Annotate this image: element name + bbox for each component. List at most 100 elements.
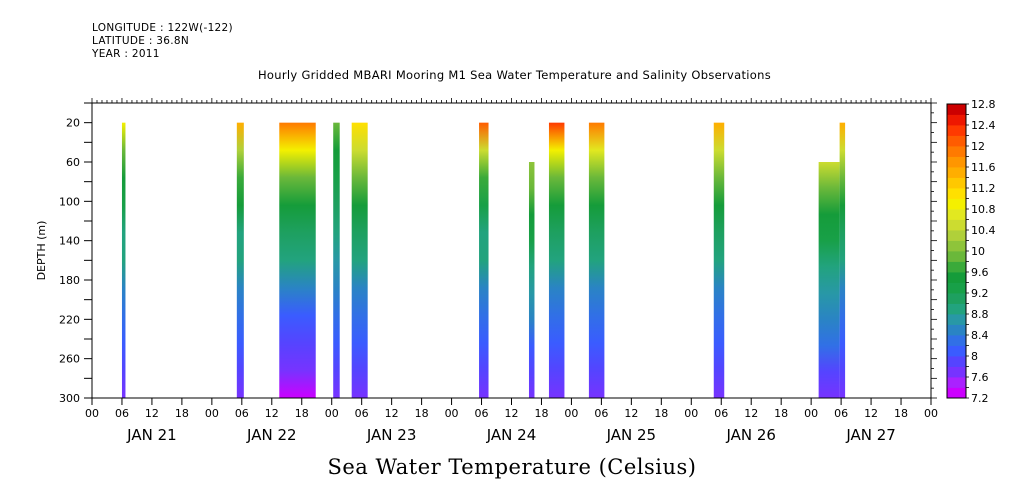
colorbar-label: 7.6 xyxy=(971,371,989,384)
colorbar-swatch xyxy=(947,366,966,378)
x-tick-label: 06 xyxy=(475,407,489,420)
colorbar-label: 12 xyxy=(971,140,985,153)
colorbar-label: 7.2 xyxy=(971,392,989,405)
y-tick-label: 300 xyxy=(59,392,80,405)
y-tick-label: 140 xyxy=(59,235,80,248)
colorbar-label: 10.8 xyxy=(971,203,996,216)
x-day-label: JAN 21 xyxy=(126,426,177,444)
profile-column xyxy=(333,122,340,399)
x-day-label: JAN 24 xyxy=(486,426,537,444)
plot-frame xyxy=(91,102,932,399)
x-tick-label: 18 xyxy=(175,407,189,420)
colorbar-swatch xyxy=(947,125,966,136)
colorbar-swatch xyxy=(947,272,966,283)
colorbar-swatch xyxy=(947,177,966,189)
x-tick-label: 06 xyxy=(714,407,728,420)
x-day-label: JAN 27 xyxy=(845,426,896,444)
x-tick-label: 12 xyxy=(385,407,399,420)
x-tick-label: 06 xyxy=(235,407,249,420)
colorbar-swatch xyxy=(947,219,966,231)
x-tick-label: 12 xyxy=(624,407,638,420)
x-tick-label: 06 xyxy=(594,407,608,420)
x-tick-label: 12 xyxy=(145,407,159,420)
y-tick-label: 100 xyxy=(59,195,80,208)
x-tick-label: 18 xyxy=(774,407,788,420)
year-label: YEAR : 2011 xyxy=(92,48,160,60)
x-tick-label: 00 xyxy=(85,407,99,420)
colorbar-swatch xyxy=(947,335,966,346)
x-tick-label: 06 xyxy=(355,407,369,420)
x-tick-label: 00 xyxy=(804,407,818,420)
profile-column xyxy=(548,122,565,399)
x-tick-label: 18 xyxy=(415,407,429,420)
colorbar-swatch xyxy=(947,198,966,210)
profile-column xyxy=(279,122,316,399)
profile-column xyxy=(479,122,489,399)
colorbar-swatch xyxy=(947,324,966,336)
colorbar-swatch xyxy=(947,356,966,367)
profile-column xyxy=(588,122,605,399)
colorbar-label: 11.6 xyxy=(971,161,996,174)
colorbar-label: 8.4 xyxy=(971,329,989,342)
colorbar-label: 12.8 xyxy=(971,98,996,111)
y-tick-label: 20 xyxy=(66,117,80,130)
x-tick-label: 12 xyxy=(864,407,878,420)
profile-column xyxy=(839,122,846,399)
axes-layer: 00 06 12 18 00 06 12 18 00 06 12 18 00 06 12 18 00 06 12 18… xyxy=(35,98,938,444)
longitude-label: LONGITUDE : 122W(-122) xyxy=(92,22,233,34)
colorbar-label: 11.2 xyxy=(971,182,996,195)
colorbar-swatch xyxy=(947,282,966,294)
colorbar-swatch xyxy=(947,303,966,315)
y-tick-label: 60 xyxy=(66,156,80,169)
colorbar-swatch xyxy=(947,146,966,157)
colorbar-label: 9.6 xyxy=(971,266,989,279)
profiles-layer xyxy=(121,122,846,399)
profile-column xyxy=(351,122,368,399)
colorbar-swatch xyxy=(947,114,966,126)
colorbar-swatch xyxy=(947,156,966,168)
colorbar-swatch xyxy=(947,345,966,357)
profile-column xyxy=(121,122,126,399)
x-tick-label: 00 xyxy=(564,407,578,420)
colorbar-label: 12.4 xyxy=(971,119,996,132)
profile-column xyxy=(528,162,535,398)
x-tick-label: 06 xyxy=(834,407,848,420)
latitude-label: LATITUDE : 36.8N xyxy=(92,35,190,47)
x-tick-label: 00 xyxy=(684,407,698,420)
x-tick-label: 18 xyxy=(534,407,548,420)
colorbar-swatch xyxy=(947,377,966,388)
x-tick-label: 12 xyxy=(265,407,279,420)
colorbar-swatch xyxy=(947,387,966,399)
y-tick-label: 260 xyxy=(59,353,80,366)
colorbar-label: 9.2 xyxy=(971,287,989,300)
y-axis-title: DEPTH (m) xyxy=(35,221,48,281)
y-tick-label: 180 xyxy=(59,274,80,287)
colorbar-swatch xyxy=(947,261,966,273)
x-axis-title: Sea Water Temperature (Celsius) xyxy=(327,455,697,479)
colorbar-swatch xyxy=(947,240,966,252)
x-tick-label: 00 xyxy=(205,407,219,420)
chart-title: Hourly Gridded MBARI Mooring M1 Sea Wate… xyxy=(257,68,772,82)
x-tick-label: 12 xyxy=(505,407,519,420)
x-tick-label: 18 xyxy=(295,407,309,420)
profile-column xyxy=(818,162,840,398)
colorbar-swatch xyxy=(947,167,966,178)
colorbar-swatch xyxy=(947,314,966,325)
temperature-depth-chart: 00 06 12 18 00 06 12 18 00 06 12 18 00 06 12 18 00 06 12 18… xyxy=(35,98,996,444)
colorbar-label: 8.8 xyxy=(971,308,989,321)
x-tick-label: 00 xyxy=(325,407,339,420)
colorbar-swatch xyxy=(947,293,966,304)
colorbar: 12.8 12.4 12 11.6 11.2 10.8 10.4 10 9.6 9.2 8.8 8.4… xyxy=(946,98,996,405)
x-tick-label: 12 xyxy=(744,407,758,420)
colorbar-swatch xyxy=(947,104,966,115)
x-tick-label: 00 xyxy=(924,407,938,420)
x-day-label: JAN 26 xyxy=(725,426,776,444)
x-day-label: JAN 22 xyxy=(246,426,297,444)
colorbar-swatch xyxy=(947,188,966,199)
x-tick-label: 00 xyxy=(445,407,459,420)
y-tick-label: 220 xyxy=(59,313,80,326)
x-tick-label: 18 xyxy=(654,407,668,420)
colorbar-label: 10 xyxy=(971,245,985,258)
colorbar-swatch xyxy=(947,230,966,241)
colorbar-label: 10.4 xyxy=(971,224,996,237)
